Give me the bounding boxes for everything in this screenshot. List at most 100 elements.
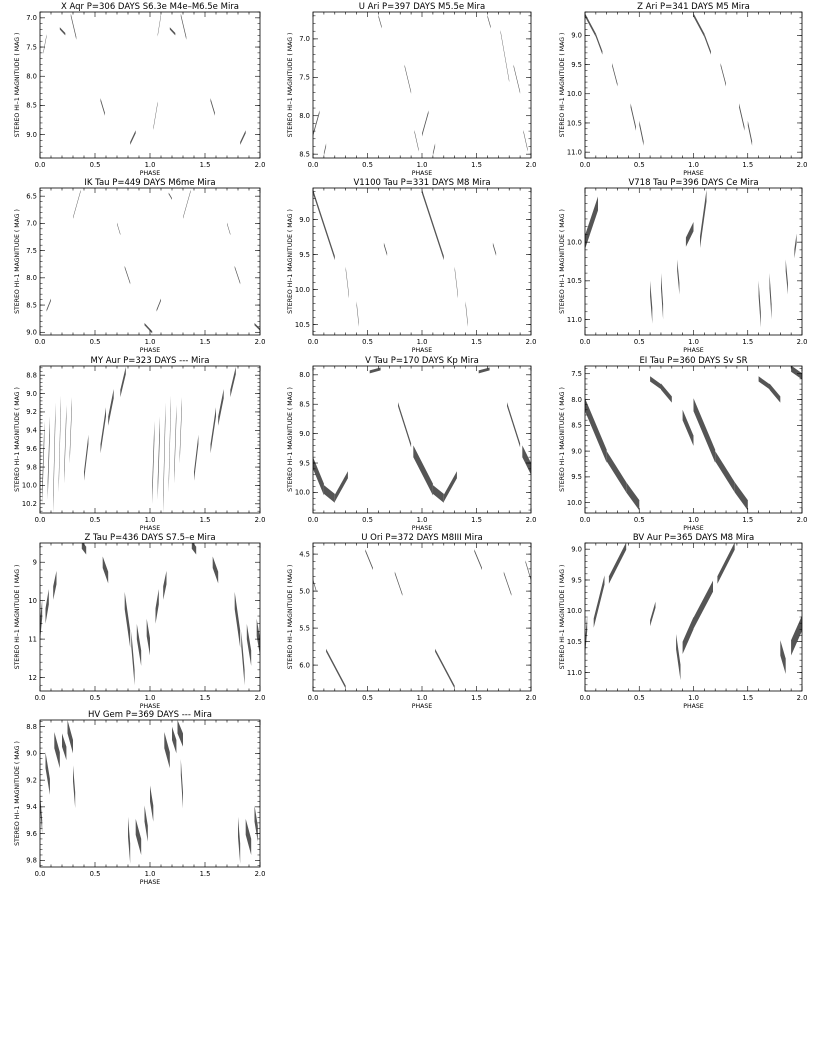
data-point-cluster: [323, 143, 327, 156]
y-axis-label: STEREO HI–1 MAGNITUDE ( MAG ): [287, 387, 294, 492]
x-axis-label: PHASE: [412, 347, 433, 354]
data-point-cluster: [157, 13, 161, 37]
x-tick-label: 1.5: [471, 694, 482, 702]
data-point-cluster: [62, 733, 67, 761]
x-tick-label: 0.5: [90, 870, 101, 878]
data-point-cluster: [102, 556, 109, 584]
data-point-cluster: [612, 63, 618, 87]
y-tick-label: 8.5: [26, 301, 37, 309]
data-point-cluster: [70, 13, 77, 40]
data-point-cluster: [238, 816, 241, 864]
x-tick-label: 0.0: [580, 516, 591, 524]
data-point-cluster: [704, 33, 711, 55]
y-tick-label: 10.2: [22, 500, 37, 508]
panel-title: MY Aur P=323 DAYS --- Mira: [91, 356, 210, 366]
x-axis-label: PHASE: [140, 525, 161, 532]
light-curve-panel: 0.0 0.5 1.0 1.5 2.0 9.0 9.5 10.0 10.5 V1100 Tau P…: [287, 178, 536, 354]
x-tick-label: 2.0: [797, 338, 808, 346]
data-point-cluster: [73, 765, 76, 809]
y-tick-label: 9.0: [299, 216, 310, 224]
x-tick-label: 0.5: [634, 338, 645, 346]
data-point-cluster: [230, 366, 236, 398]
data-point-cluster: [180, 758, 183, 809]
data-points: [313, 189, 497, 327]
y-tick-label: 9.5: [571, 576, 582, 584]
x-tick-label: 1.0: [145, 694, 156, 702]
y-axis-label: STEREO HI–1 MAGNITUDE ( MAG ): [287, 565, 294, 670]
data-point-cluster: [42, 421, 45, 504]
data-point-cluster: [117, 222, 121, 236]
y-tick-label: 9.5: [299, 251, 310, 259]
data-point-cluster: [254, 323, 260, 331]
data-point-cluster: [794, 233, 797, 259]
data-point-cluster: [758, 280, 761, 328]
data-point-cluster: [84, 434, 89, 481]
x-axis-label: PHASE: [412, 170, 433, 177]
data-point-cluster: [245, 818, 252, 855]
panel-title: U Ari P=397 DAYS M5.5e Mira: [359, 2, 486, 12]
data-point-cluster: [685, 222, 694, 247]
data-point-cluster: [64, 405, 67, 484]
data-point-cluster: [163, 570, 167, 600]
y-tick-label: 9.0: [26, 329, 37, 337]
data-point-cluster: [585, 13, 596, 38]
data-point-cluster: [168, 395, 171, 493]
data-point-cluster: [487, 14, 491, 29]
data-point-cluster: [791, 615, 802, 656]
y-tick-label: 6.5: [26, 192, 37, 200]
data-point-cluster: [313, 578, 317, 593]
data-point-cluster: [144, 323, 153, 334]
plot-frame: [39, 542, 261, 692]
x-tick-label: 1.0: [145, 161, 156, 169]
x-tick-label: 0.5: [90, 694, 101, 702]
x-tick-label: 0.0: [35, 516, 46, 524]
y-tick-label: 10.0: [295, 286, 310, 294]
panel-title: U Ori P=372 DAYS M8III Mira: [361, 533, 483, 543]
data-point-cluster: [179, 397, 182, 464]
y-tick-label: 6.0: [299, 661, 310, 669]
x-tick-label: 1.0: [688, 161, 699, 169]
data-point-cluster: [241, 631, 245, 686]
x-axis-label: PHASE: [683, 703, 704, 710]
y-tick-label: 9.0: [26, 390, 37, 398]
data-point-cluster: [135, 818, 142, 855]
data-point-cluster: [155, 589, 159, 624]
y-tick-label: 5.0: [299, 587, 310, 595]
data-point-cluster: [661, 273, 664, 320]
light-curve-panel: 0.0 0.5 1.0 1.5 2.0 8.8 9.0 9.2 9.4 9.6 9.8 10.0 10.…: [14, 356, 265, 532]
data-point-cluster: [59, 27, 66, 36]
data-points: [585, 189, 797, 328]
data-point-cluster: [715, 451, 735, 493]
data-point-cluster: [595, 33, 603, 55]
data-points: [40, 543, 260, 686]
x-tick-label: 2.0: [797, 161, 808, 169]
data-point-cluster: [177, 720, 183, 747]
x-tick-label: 1.5: [200, 870, 211, 878]
x-tick-label: 0.0: [308, 694, 319, 702]
y-tick-label: 9.6: [26, 830, 37, 838]
x-axis-label: PHASE: [412, 525, 433, 532]
y-axis-label: STEREO HI–1 MAGNITUDE ( MAG ): [14, 741, 21, 846]
x-tick-label: 1.5: [200, 338, 211, 346]
data-point-cluster: [720, 63, 726, 87]
data-point-cluster: [227, 222, 231, 236]
light-curve-panel: 0.0 0.5 1.0 1.5 2.0 10.0 10.5 11.0 V718 Tau P=39…: [559, 178, 807, 354]
data-point-cluster: [256, 618, 260, 656]
data-point-cluster: [234, 265, 241, 285]
light-curve-panel: 0.0 0.5 1.0 1.5 2.0 9.0 9.5 10.0 10.5 11.0 BV Aur …: [559, 533, 807, 710]
x-tick-label: 1.5: [742, 694, 753, 702]
data-point-cluster: [700, 189, 707, 248]
data-point-cluster: [153, 101, 158, 130]
data-point-cluster: [326, 648, 346, 689]
x-tick-label: 0.5: [90, 516, 101, 524]
panel-title: Z Ari P=341 DAYS M5 Mira: [637, 2, 750, 12]
data-point-cluster: [157, 416, 160, 500]
light-curve-panel: 0.0 0.5 1.0 1.5 2.0 4.5 5.0 5.5 6.0 U Ori P=372 D…: [287, 533, 536, 710]
x-tick-label: 2.0: [797, 694, 808, 702]
data-point-cluster: [58, 395, 61, 493]
data-point-cluster: [606, 451, 627, 493]
data-point-cluster: [156, 298, 161, 312]
data-point-cluster: [413, 445, 433, 496]
panel-title: X Aqr P=306 DAYS S6.3e M4e–M6.5e Mira: [61, 2, 239, 12]
x-tick-label: 2.0: [255, 338, 266, 346]
